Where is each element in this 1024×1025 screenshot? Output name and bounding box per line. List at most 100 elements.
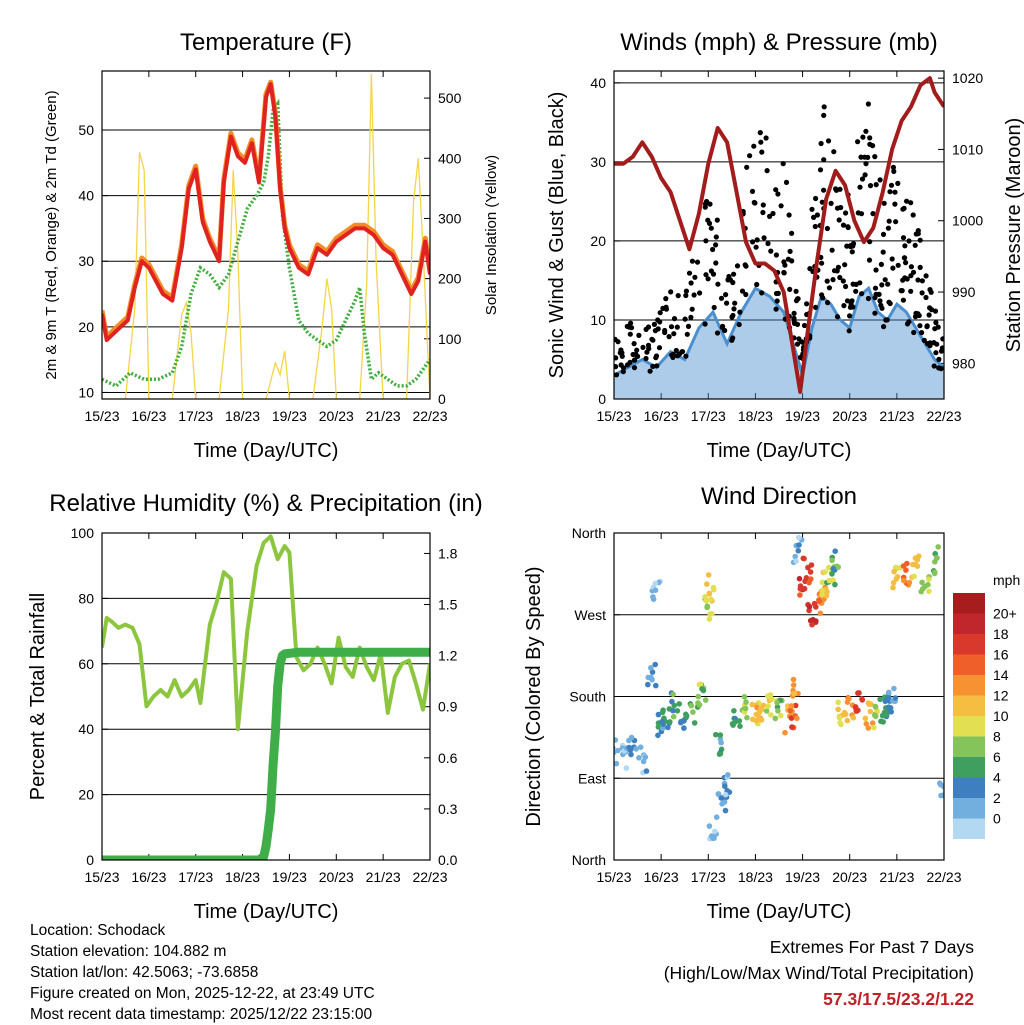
direction-point xyxy=(865,725,872,731)
gust-point xyxy=(657,319,663,325)
gust-point xyxy=(666,334,672,340)
gust-point xyxy=(859,291,865,297)
direction-point xyxy=(832,581,838,588)
gust-point xyxy=(928,289,934,295)
gust-point xyxy=(773,252,780,258)
direction-point xyxy=(707,611,713,617)
direction-point xyxy=(823,593,830,599)
gust-point xyxy=(697,290,703,296)
gust-point xyxy=(813,304,819,310)
direction-point xyxy=(935,544,941,550)
gust-point xyxy=(793,288,799,294)
gust-point xyxy=(732,300,738,306)
extremes-subtitle: (High/Low/Max Wind/Total Precipitation) xyxy=(663,963,974,983)
gust-point xyxy=(878,261,885,267)
direction-point xyxy=(789,724,795,730)
direction-point xyxy=(808,576,814,582)
direction-point xyxy=(775,708,781,714)
direction-point xyxy=(717,732,724,738)
temperature-ytick-label: 30 xyxy=(78,253,94,269)
gust-point xyxy=(834,314,841,320)
gust-point xyxy=(673,347,679,354)
gust-point xyxy=(867,183,874,189)
direction-point xyxy=(744,714,750,721)
direction-point xyxy=(688,702,695,709)
gust-point xyxy=(631,341,637,347)
speed-legend-swatch xyxy=(953,634,985,655)
gust-point xyxy=(656,345,663,351)
gust-point xyxy=(640,344,646,350)
direction-point xyxy=(819,592,825,598)
direction-point xyxy=(681,718,687,724)
direction-point xyxy=(871,724,877,731)
direction-point xyxy=(628,751,634,758)
gust-point xyxy=(837,186,843,192)
direction-point xyxy=(891,568,897,575)
gust-point xyxy=(760,202,766,208)
gust-point xyxy=(857,280,863,286)
direction-point xyxy=(835,706,841,713)
direction-point xyxy=(810,616,816,623)
gust-point xyxy=(908,264,915,270)
direction-point xyxy=(872,703,879,710)
winds-xtick-label: 19/23 xyxy=(785,408,820,424)
direction-point xyxy=(925,581,931,588)
gust-point xyxy=(892,201,898,207)
direction-point xyxy=(671,702,677,709)
gust-point xyxy=(689,258,696,264)
direction-point xyxy=(696,702,703,708)
gust-point xyxy=(866,257,873,263)
humidity-xtick-label: 21/23 xyxy=(366,869,401,885)
temperature-xtick-label: 18/23 xyxy=(225,408,260,424)
winds-panel: Winds (mph) & Pressure (mb)0102030409809… xyxy=(546,29,1024,462)
gust-point xyxy=(840,222,847,228)
gust-point xyxy=(927,343,933,349)
gust-point xyxy=(934,341,940,347)
gust-point xyxy=(836,217,842,223)
gust-point xyxy=(825,300,831,306)
temperature-panel: Temperature (F)1020304050010020030040050… xyxy=(43,29,500,462)
gust-point xyxy=(860,134,866,140)
gust-point xyxy=(935,324,941,330)
gust-point xyxy=(627,359,633,365)
direction-point xyxy=(782,729,788,736)
winds-xtick-label: 20/23 xyxy=(832,408,867,424)
gust-point xyxy=(775,191,781,197)
temperature-xtick-label: 19/23 xyxy=(272,408,307,424)
gust-point xyxy=(643,355,649,362)
winds-ytick-right-label: 980 xyxy=(952,355,976,371)
gust-point xyxy=(891,168,897,174)
direction-point xyxy=(705,572,712,578)
speed-legend-swatch xyxy=(953,593,985,614)
gust-point xyxy=(731,306,737,312)
gust-point xyxy=(893,219,899,225)
gust-point xyxy=(886,218,892,224)
direction-point xyxy=(869,720,876,726)
gust-point xyxy=(892,189,898,195)
humidity-ytick-right-label: 0.0 xyxy=(438,852,458,868)
temperature-ylabel-right: Solar Insolation (Yellow) xyxy=(483,155,500,315)
direction-point xyxy=(708,833,715,839)
humidity-xtick-label: 17/23 xyxy=(178,869,213,885)
gust-point xyxy=(683,292,689,299)
wind_direction-ylabel: Direction (Colored By Speed) xyxy=(523,566,545,826)
gust-point xyxy=(794,321,801,327)
gust-point xyxy=(936,356,942,362)
gust-point xyxy=(685,323,692,329)
gust-point xyxy=(845,224,851,231)
gust-point xyxy=(770,210,776,217)
humidity-ylabel: Percent & Total Rainfall xyxy=(27,593,49,801)
direction-point xyxy=(863,721,870,727)
temperature-ytick-right-label: 300 xyxy=(438,210,462,226)
gust-point xyxy=(821,157,827,163)
temperature-ylabel: 2m & 9m T (Red, Orange) & 2m Td (Green) xyxy=(43,90,60,379)
gust-point xyxy=(730,335,736,341)
gust-point xyxy=(663,306,670,312)
direction-point xyxy=(650,596,657,602)
direction-point xyxy=(763,708,770,714)
gust-point xyxy=(843,283,849,290)
gust-point xyxy=(773,187,779,193)
direction-point xyxy=(706,590,713,597)
direction-point xyxy=(795,548,802,554)
direction-point xyxy=(767,693,773,699)
